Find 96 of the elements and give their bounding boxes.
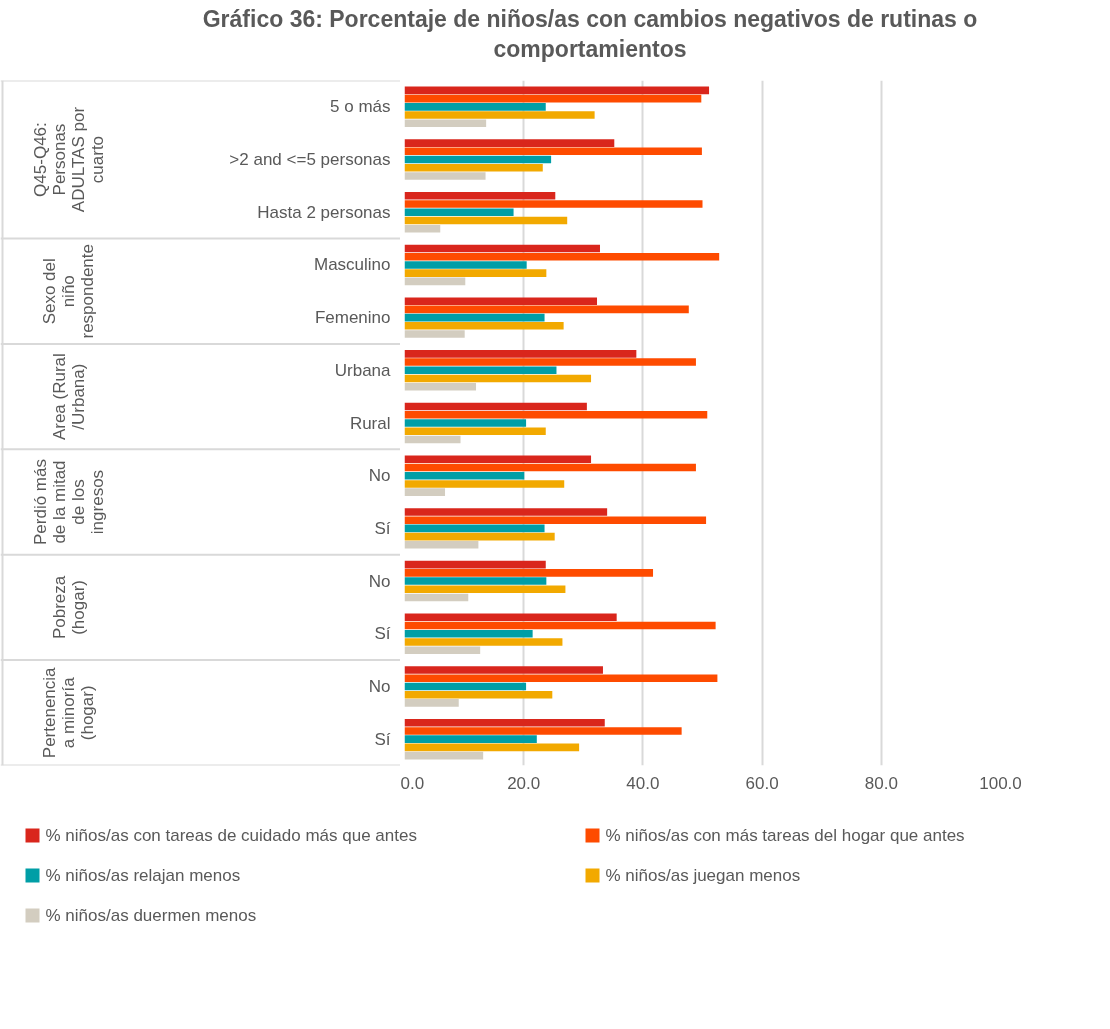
- y-tick-label: No: [368, 465, 391, 485]
- bar: [404, 698, 459, 707]
- bar: [404, 224, 441, 233]
- bar: [404, 260, 527, 269]
- bar: [404, 463, 696, 472]
- bar: [404, 427, 546, 435]
- bar: [404, 402, 587, 411]
- bar: [404, 86, 710, 94]
- y-tick-label: >2 and <=5 personas: [229, 149, 391, 169]
- bar: [404, 560, 546, 569]
- bar: [404, 321, 564, 330]
- bar: [404, 690, 553, 699]
- chart-title: Gráfico 36: Porcentaje de niños/as con cambios negativos de rutinas o comportamientos: [201, 5, 979, 64]
- bar: [404, 743, 580, 751]
- text: Perdió más de la mitad de los ingresos: [30, 458, 107, 545]
- bar: [404, 216, 568, 225]
- bar: [404, 191, 556, 200]
- x-tick-label: 40.0: [626, 773, 660, 793]
- y-tick-label: Rural: [349, 413, 391, 433]
- y-tick-label: Hasta 2 personas: [257, 202, 391, 222]
- bar: [404, 208, 514, 216]
- bar: [404, 374, 592, 383]
- text: Pobreza (hogar): [49, 575, 88, 639]
- x-tick-label: 20.0: [507, 773, 541, 793]
- bar: [404, 507, 608, 516]
- bar: [404, 524, 545, 532]
- legend-label: % niños/as juegan menos: [605, 865, 801, 885]
- bar: [404, 269, 547, 277]
- bar: [404, 139, 615, 147]
- bar: [404, 252, 720, 261]
- bar: [404, 674, 718, 682]
- bar: [404, 751, 484, 760]
- text: Area (Rural/Urbana): [49, 352, 88, 440]
- bar: [404, 366, 557, 374]
- bar: [404, 119, 487, 127]
- x-tick-label: 100.0: [979, 773, 1022, 793]
- bar: [404, 111, 595, 119]
- text: Q45-Q46: Personas ADULTAS por cuarto: [30, 106, 107, 212]
- y-tick-label: Urbana: [334, 360, 392, 380]
- bar: [404, 305, 689, 313]
- bar: [404, 330, 465, 338]
- bar: [404, 244, 600, 253]
- bar: [404, 488, 446, 496]
- bar: [404, 358, 696, 366]
- bar: [404, 471, 525, 480]
- bar: [404, 621, 716, 630]
- bar: [404, 629, 533, 638]
- bar: [404, 637, 563, 646]
- text: Sexo del niño respondente: [40, 243, 97, 339]
- bar: [404, 435, 461, 443]
- bar: [404, 613, 617, 621]
- bar: [404, 94, 702, 103]
- bar: [404, 585, 566, 593]
- bar: [404, 349, 637, 358]
- bar: [404, 200, 703, 208]
- bar: [404, 479, 565, 488]
- legend-label: % niños/as relajan menos: [45, 865, 241, 885]
- bar: [404, 718, 605, 727]
- bar: [404, 419, 527, 427]
- y-tick-label: Sí: [374, 729, 391, 749]
- y-tick-label: 5 o más: [330, 97, 391, 117]
- bar: [404, 666, 603, 674]
- bar: [404, 682, 527, 691]
- bar: [404, 568, 654, 577]
- x-tick-label: 0.0: [400, 773, 425, 793]
- bar: [404, 593, 469, 602]
- y-tick-label: Sí: [374, 518, 391, 538]
- y-tick-label: Femenino: [314, 307, 391, 327]
- bar: [404, 577, 547, 585]
- y-tick-label: Masculino: [313, 255, 391, 275]
- legend-label: % niños/as duermen menos: [45, 905, 257, 925]
- bar: [404, 171, 486, 180]
- x-tick-label: 60.0: [745, 773, 779, 793]
- bar: [404, 516, 707, 524]
- bar: [404, 455, 592, 463]
- bar: [404, 382, 477, 391]
- bar: [404, 735, 537, 743]
- bar: [404, 646, 481, 654]
- bar: [404, 313, 545, 322]
- y-tick-label: Sí: [374, 624, 391, 644]
- bar: [404, 540, 479, 549]
- y-tick-label: No: [368, 571, 391, 591]
- bar: [404, 297, 598, 305]
- bar: [404, 102, 546, 111]
- bar: [404, 532, 555, 541]
- bar: [404, 163, 543, 172]
- x-tick-label: 80.0: [864, 773, 898, 793]
- legend-label: % niños/as con tareas de cuidado más que antes: [45, 825, 417, 845]
- text: Pertenencia a minoría (hogar): [40, 666, 97, 758]
- y-tick-label: No: [368, 676, 391, 696]
- bar: [404, 147, 702, 155]
- bar: [404, 277, 466, 285]
- bar: [404, 410, 708, 419]
- bar: [404, 726, 682, 735]
- bar: [404, 155, 552, 164]
- legend-label: % niños/as con más tareas del hogar que antes: [605, 825, 965, 845]
